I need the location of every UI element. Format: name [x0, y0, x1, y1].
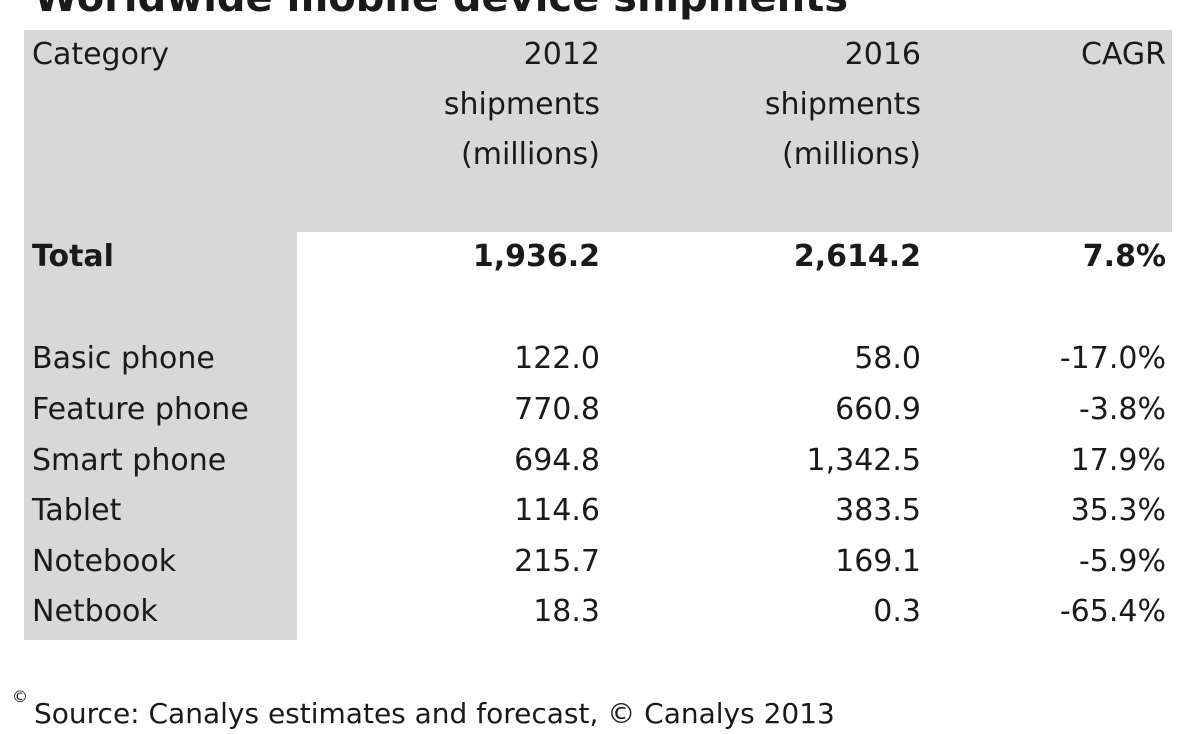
row-cagr-basic-phone: -17.0% — [1059, 341, 1166, 376]
header-2012-year: 2012 — [523, 37, 600, 72]
row-2012-smart-phone: 694.8 — [514, 443, 600, 478]
row-category-feature-phone: Feature phone — [32, 392, 249, 427]
source-note: Source: Canalys estimates and forecast, … — [34, 697, 835, 730]
row-2016-netbook: 0.3 — [873, 594, 921, 629]
row-category-netbook: Netbook — [32, 594, 158, 629]
chart-title: Worldwide mobile device shipments — [34, 0, 848, 18]
row-2016-smart-phone: 1,342.5 — [806, 443, 921, 478]
header-2016-shipments: shipments — [764, 87, 921, 122]
total-category: Total — [32, 239, 114, 274]
row-category-smart-phone: Smart phone — [32, 443, 227, 478]
row-2012-feature-phone: 770.8 — [514, 392, 600, 427]
row-category-notebook: Notebook — [32, 544, 177, 579]
row-category-basic-phone: Basic phone — [32, 341, 215, 376]
header-2016-unit: (millions) — [782, 137, 921, 172]
row-2012-netbook: 18.3 — [533, 594, 600, 629]
row-cagr-feature-phone: -3.8% — [1078, 392, 1166, 427]
header-band — [24, 30, 1172, 232]
header-category: Category — [32, 37, 170, 72]
row-cagr-smart-phone: 17.9% — [1070, 443, 1166, 478]
total-2012: 1,936.2 — [472, 239, 600, 274]
row-2016-notebook: 169.1 — [835, 544, 921, 579]
row-2012-notebook: 215.7 — [514, 544, 600, 579]
total-2016: 2,614.2 — [793, 239, 921, 274]
row-cagr-notebook: -5.9% — [1078, 544, 1166, 579]
row-cagr-netbook: -65.4% — [1059, 594, 1166, 629]
row-2012-basic-phone: 122.0 — [514, 341, 600, 376]
row-category-tablet: Tablet — [32, 493, 122, 528]
row-2012-tablet: 114.6 — [514, 493, 600, 528]
header-2012-unit: (millions) — [461, 137, 600, 172]
row-cagr-tablet: 35.3% — [1070, 493, 1166, 528]
header-cagr: CAGR — [1080, 37, 1166, 72]
copyright-mark: © — [12, 687, 28, 706]
row-2016-basic-phone: 58.0 — [854, 341, 921, 376]
row-2016-tablet: 383.5 — [835, 493, 921, 528]
category-band — [24, 232, 297, 640]
header-2012-shipments: shipments — [443, 87, 600, 122]
row-2016-feature-phone: 660.9 — [835, 392, 921, 427]
total-cagr: 7.8% — [1082, 239, 1166, 274]
header-2016-year: 2016 — [844, 37, 921, 72]
